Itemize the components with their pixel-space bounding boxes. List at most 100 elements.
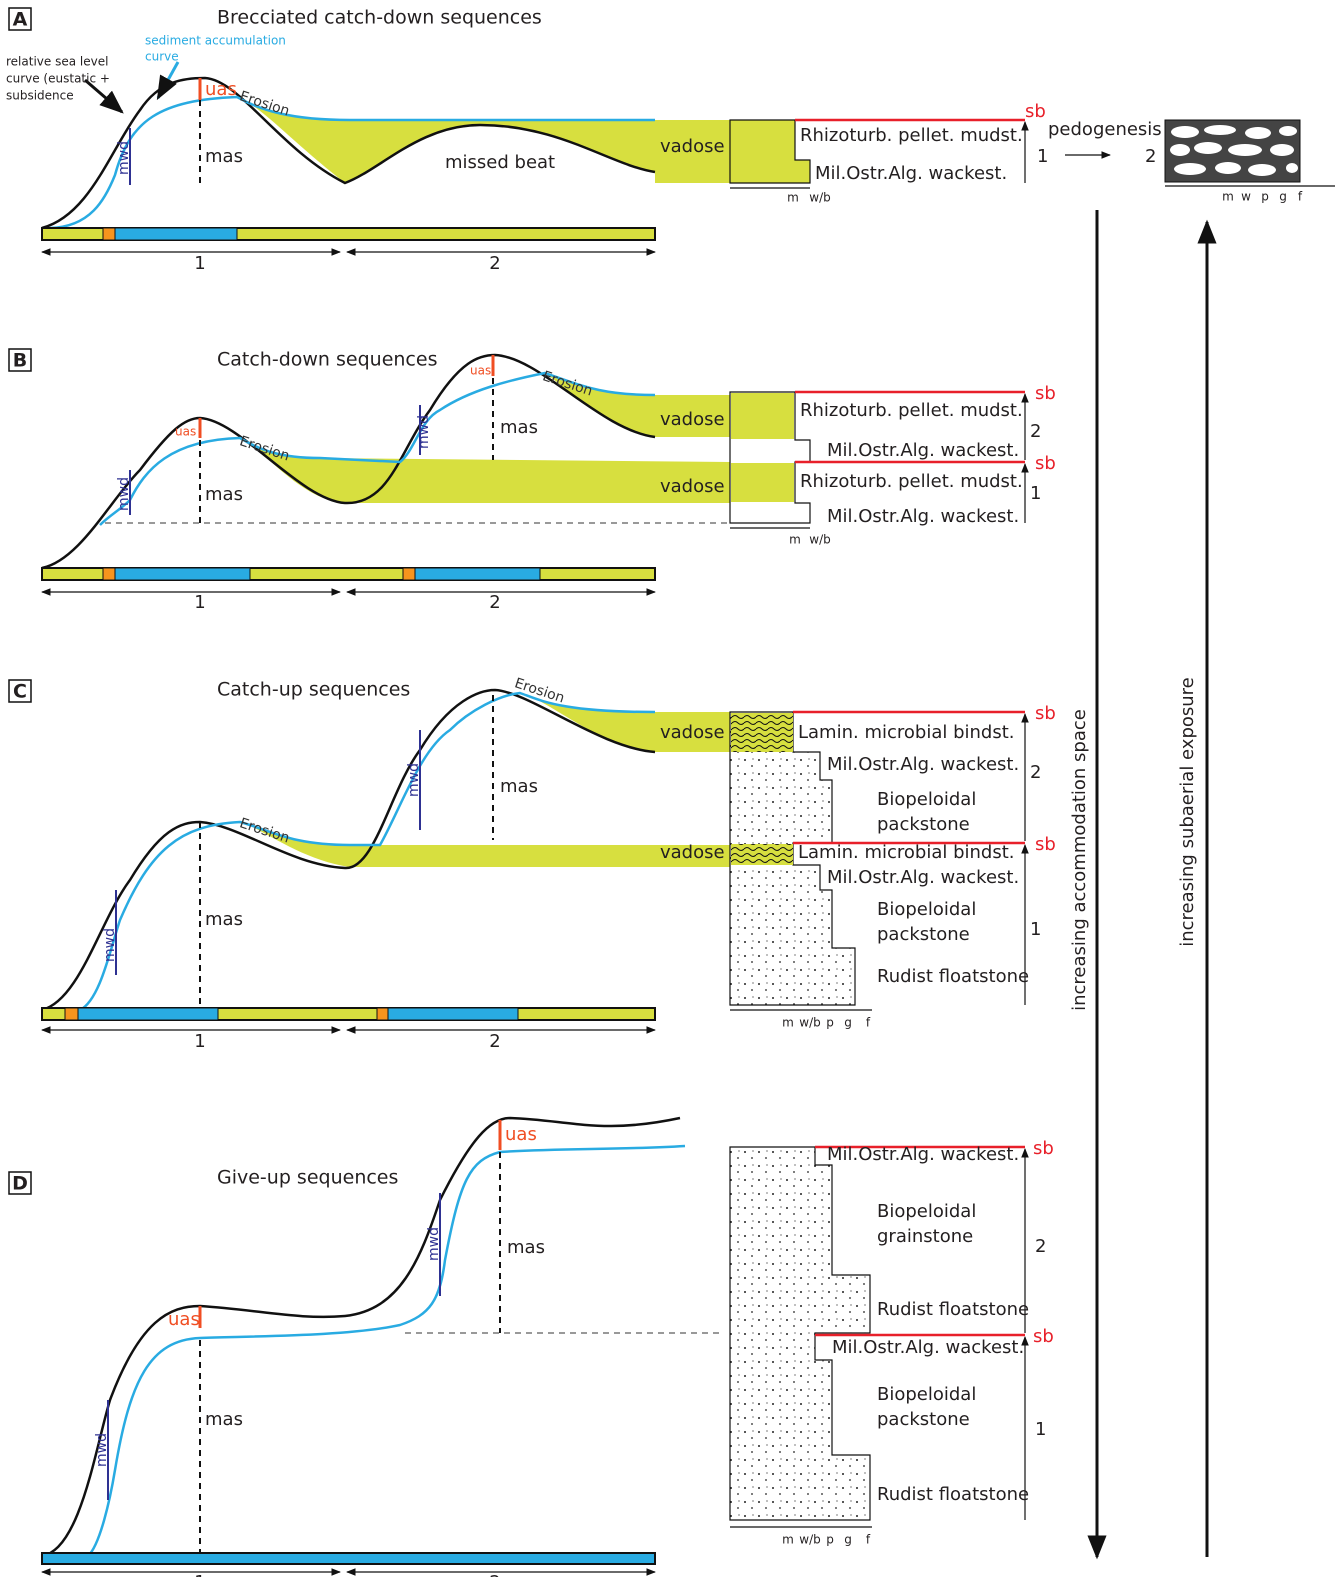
label: sb — [1025, 101, 1046, 122]
label: m — [782, 1016, 794, 1030]
time-bar — [42, 1553, 655, 1564]
bar-segment — [115, 568, 250, 580]
label: w/b — [799, 1016, 820, 1030]
label: Erosion — [541, 368, 595, 399]
panel-label: A — [13, 9, 28, 31]
label: Erosion — [238, 815, 292, 846]
panel-title: Catch-up sequences — [217, 679, 410, 701]
bar-segment — [388, 1008, 518, 1020]
bar-segment — [103, 568, 115, 580]
label: increasing subaerial exposure — [1177, 677, 1198, 947]
label: Mil.Ostr.Alg. wackest. — [827, 440, 1019, 461]
label: Rudist floatstone — [877, 1299, 1029, 1320]
label: mwd — [406, 763, 422, 797]
label: sb — [1035, 453, 1056, 474]
label: 2 — [1030, 762, 1041, 783]
label: sb — [1035, 834, 1056, 855]
label: Lamin. microbial bindst. — [798, 842, 1015, 863]
label: missed beat — [445, 152, 555, 173]
label: 2 — [489, 1572, 500, 1577]
label: subsidence — [6, 89, 74, 103]
panel-label: C — [13, 681, 27, 703]
label: Rhizoturb. pellet. mudst. — [800, 125, 1023, 146]
label: Mil.Ostr.Alg. wackest. — [827, 867, 1019, 888]
pointer — [158, 62, 178, 98]
label: curve — [145, 50, 179, 64]
label: sediment accumulation — [145, 34, 286, 48]
label: 1 — [194, 253, 205, 274]
panel-title: Give-up sequences — [217, 1167, 398, 1189]
label: sb — [1035, 383, 1056, 404]
label: Biopeloidal — [877, 1201, 976, 1222]
label: relative sea level — [6, 55, 108, 69]
label: w/b — [809, 191, 830, 205]
label: packstone — [877, 1409, 970, 1430]
rock-column — [730, 120, 810, 183]
label: mas — [507, 1237, 545, 1258]
label: packstone — [877, 814, 970, 835]
label: Erosion — [238, 88, 292, 119]
label: mwd — [116, 141, 132, 175]
rock-bed — [731, 463, 794, 502]
label: Rhizoturb. pellet. mudst. — [800, 400, 1023, 421]
label: curve (eustatic + — [6, 72, 110, 86]
label: vadose — [660, 136, 725, 157]
label: Erosion — [513, 675, 567, 706]
label: m — [789, 533, 801, 547]
label: 1 — [194, 1572, 205, 1577]
bar-segment — [65, 1008, 78, 1020]
label: g — [844, 1016, 852, 1030]
label: p — [826, 1533, 834, 1547]
label: vadose — [660, 842, 725, 863]
bar-segment — [415, 568, 540, 580]
label: mwd — [102, 928, 118, 962]
label: packstone — [877, 924, 970, 945]
label: uas — [470, 364, 491, 378]
label: mwd — [116, 477, 132, 511]
label: sb — [1035, 703, 1056, 724]
panel-title: Brecciated catch-down sequences — [217, 7, 542, 29]
label: Mil.Ostr.Alg. wackest. — [815, 163, 1007, 184]
label: vadose — [660, 476, 725, 497]
label: uas — [168, 1309, 200, 1330]
label: p — [1261, 190, 1269, 204]
label: 2 — [489, 253, 500, 274]
label: Erosion — [238, 433, 292, 464]
bar-segment — [115, 228, 237, 240]
bar-segment — [103, 228, 115, 240]
vadose-fill — [240, 438, 730, 503]
label: 2 — [1030, 421, 1041, 442]
label: Biopeloidal — [877, 899, 976, 920]
rock-bed — [731, 713, 793, 752]
vadose-fill — [240, 822, 730, 867]
label: mwd — [416, 415, 432, 449]
label: Lamin. microbial bindst. — [798, 722, 1015, 743]
label: mas — [205, 146, 243, 167]
label: Rudist floatstone — [877, 966, 1029, 987]
label: uas — [505, 1124, 537, 1145]
accumulation-curve — [88, 1146, 685, 1556]
label: p — [826, 1016, 834, 1030]
label: 1 — [1030, 483, 1041, 504]
label: 1 — [1035, 1419, 1046, 1440]
label: w/b — [799, 1533, 820, 1547]
label: 1 — [1030, 919, 1041, 940]
label: m — [782, 1533, 794, 1547]
label: Mil.Ostr.Alg. wackest. — [832, 1337, 1024, 1358]
label: 2 — [1145, 146, 1156, 167]
label: grainstone — [877, 1226, 973, 1247]
rock-column — [730, 1147, 870, 1520]
label: w/b — [809, 533, 830, 547]
bar-segment — [403, 568, 415, 580]
label: m — [1222, 190, 1234, 204]
label: pedogenesis — [1048, 119, 1162, 140]
label: 2 — [489, 592, 500, 613]
label: mas — [500, 417, 538, 438]
panel-label: D — [12, 1173, 28, 1195]
label: vadose — [660, 409, 725, 430]
label: f — [1298, 190, 1303, 204]
label: mas — [205, 1409, 243, 1430]
label: vadose — [660, 722, 725, 743]
panel-title: Catch-down sequences — [217, 349, 437, 371]
label: Mil.Ostr.Alg. wackest. — [827, 506, 1019, 527]
